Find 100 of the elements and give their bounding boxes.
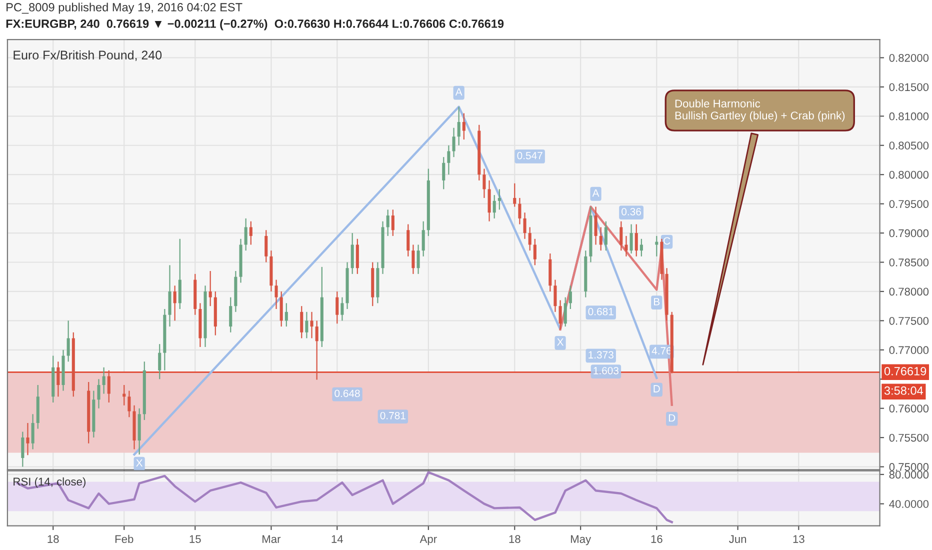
candlestick <box>284 302 288 328</box>
annotation: D <box>668 414 676 422</box>
candlestick <box>452 127 456 158</box>
annotation: 0.648 <box>334 390 360 398</box>
candlestick <box>158 344 162 380</box>
y-tick-label: 0.81000 <box>889 112 929 120</box>
candlestick <box>568 285 572 310</box>
candlestick <box>462 112 466 140</box>
x-tick-label: 16 <box>651 535 662 543</box>
annotation: B <box>654 298 660 306</box>
y-tick-label: 0.80500 <box>889 142 929 150</box>
y-tick-label: 0.81500 <box>889 83 929 92</box>
annotation: 1.603 <box>594 366 619 374</box>
candlestick <box>554 279 557 312</box>
candlestick <box>102 366 106 394</box>
annotation: Double Harmonic Bullish Gartley (blue) + Crab (pink) <box>675 99 845 122</box>
text: RSI (14, close) <box>14 477 86 488</box>
candlestick <box>274 279 278 310</box>
annotation: A <box>455 88 462 96</box>
candlestick <box>624 235 628 257</box>
y-tick-label: 0.79000 <box>889 229 929 238</box>
candlestick <box>178 238 182 310</box>
ref-line-label: 0.76619 <box>884 366 926 376</box>
candlestick <box>412 244 415 274</box>
candlestick <box>168 264 172 328</box>
chart-subtitle: FX:EURGBP, 240 0.76619 ▼ −0.00211 (−0.27%) O:0.76630 H:0.76644 L:0.76606 C:0.76619 <box>6 19 504 30</box>
candlestick <box>97 378 100 409</box>
candlestick <box>386 209 390 237</box>
annotation: 0.681 <box>588 308 614 316</box>
candlestick <box>620 220 623 252</box>
y-tick-label: 0.77000 <box>889 346 929 354</box>
candlestick <box>249 220 252 246</box>
y-tick-label: 80.0000 <box>889 470 929 479</box>
x-tick-label: Jun <box>729 535 746 543</box>
candlestick <box>523 212 526 240</box>
candlestick <box>244 218 248 252</box>
candlestick <box>56 361 60 398</box>
candlestick <box>492 194 496 219</box>
y-tick-label: 0.78000 <box>889 288 929 296</box>
annotation: X <box>136 459 143 467</box>
y-tick-label: 0.75500 <box>889 434 929 442</box>
candlestick <box>31 414 34 450</box>
y-tick-label: 0.79500 <box>889 200 929 208</box>
candlestick <box>315 320 318 380</box>
annotation: 1.373 <box>588 351 614 359</box>
y-tick-label: 0.76000 <box>889 404 929 412</box>
annotation: C <box>664 237 670 245</box>
y-tick-label: 0.75000 <box>889 463 929 471</box>
candlestick <box>447 144 450 176</box>
y-tick-label: 0.78500 <box>889 258 929 266</box>
candlestick <box>280 290 283 328</box>
x-tick-label: Mar <box>262 535 281 543</box>
candlestick <box>406 224 410 257</box>
candlestick <box>457 106 460 146</box>
candlestick <box>604 220 608 252</box>
candlestick <box>173 285 176 322</box>
annotation: 0.547 <box>517 152 542 160</box>
candlestick <box>128 390 131 418</box>
text: Euro Fx/British Pound, 240 <box>14 50 162 62</box>
y-tick-label: 0.82000 <box>889 54 929 62</box>
x-tick-label: May <box>570 535 592 546</box>
annotation: X <box>557 338 564 346</box>
candlestick <box>558 300 562 330</box>
candlestick <box>208 270 212 307</box>
candlestick <box>350 232 354 274</box>
candlestick <box>300 306 304 339</box>
candlestick <box>630 224 633 254</box>
x-tick-label: 14 <box>332 535 343 543</box>
candlestick <box>66 320 70 362</box>
text: 3:58:04 <box>884 386 924 395</box>
candlestick <box>518 197 522 225</box>
candlestick <box>599 226 602 252</box>
candlestick <box>634 224 638 257</box>
x-tick-label: Apr <box>420 535 437 546</box>
candlestick <box>340 296 344 322</box>
candlestick <box>594 206 598 246</box>
candlestick <box>21 431 24 468</box>
candlestick <box>513 182 516 208</box>
candlestick <box>310 311 314 339</box>
annotation: 0.36 <box>622 208 641 216</box>
candlestick <box>528 226 532 252</box>
annotation: D <box>654 385 660 392</box>
candlestick <box>564 296 567 328</box>
candlestick <box>122 384 126 406</box>
candlestick <box>107 370 110 404</box>
candlestick <box>336 290 339 324</box>
annotation: A <box>592 189 600 197</box>
annotation: 0.781 <box>380 412 406 420</box>
candlestick <box>482 168 486 199</box>
candlestick <box>391 209 394 237</box>
candlestick <box>488 180 491 222</box>
candlestick <box>442 156 446 190</box>
x-tick-label: 18 <box>509 535 520 543</box>
candlestick <box>26 422 30 456</box>
candlestick <box>356 238 359 274</box>
candlestick <box>640 238 643 257</box>
line-series <box>559 206 673 406</box>
x-tick-label: Feb <box>115 534 134 543</box>
candlestick <box>264 230 268 263</box>
candlestick <box>498 188 501 210</box>
